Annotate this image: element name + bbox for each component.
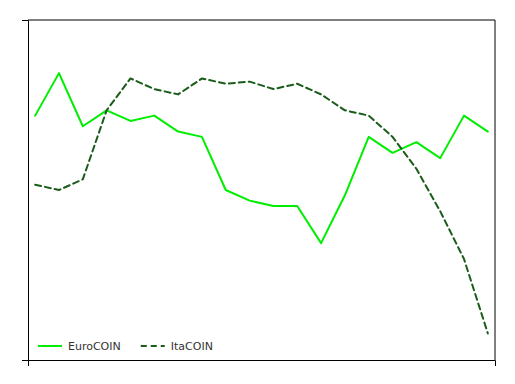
legend: EuroCOIN ItaCOIN: [38, 340, 213, 353]
y-axis-line: [22, 21, 29, 361]
legend-item: EuroCOIN: [38, 340, 121, 353]
legend-item: ItaCOIN: [141, 340, 213, 353]
series-line: [35, 78, 488, 333]
x-axis-line: [29, 361, 496, 367]
frame-right: [495, 20, 496, 360]
legend-label: ItaCOIN: [171, 340, 213, 353]
y-axis: [22, 21, 29, 361]
legend-swatch: [141, 345, 165, 347]
x-axis: [29, 361, 496, 367]
chart: EuroCOIN ItaCOIN: [0, 0, 515, 384]
legend-label: EuroCOIN: [68, 340, 121, 353]
plot: EuroCOIN ItaCOIN: [22, 20, 496, 366]
legend-swatch: [38, 345, 62, 347]
frame-top: [28, 20, 495, 21]
lines: [35, 73, 488, 333]
series-line: [35, 73, 488, 243]
